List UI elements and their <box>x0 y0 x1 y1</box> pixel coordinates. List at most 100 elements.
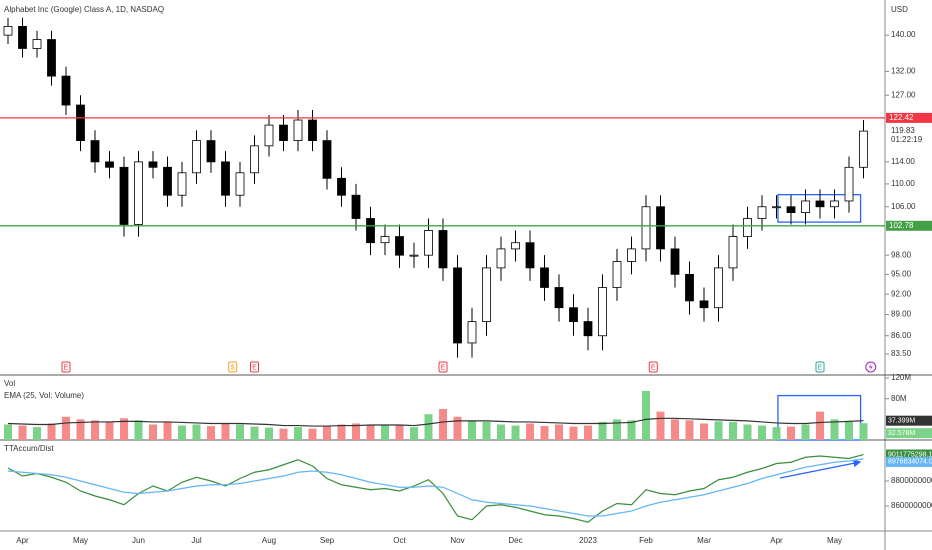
volume-bar <box>627 420 636 440</box>
volume-bar <box>366 424 375 440</box>
volume-bar <box>439 409 447 440</box>
candle-body <box>438 230 448 269</box>
candle-body <box>18 25 27 49</box>
volume-bar <box>250 426 259 440</box>
y-tick-label: 132.00 <box>891 67 916 76</box>
volume-bar <box>482 421 491 440</box>
candle-body <box>308 119 317 141</box>
volume-bar <box>613 419 621 440</box>
line-series <box>7 458 864 517</box>
volume-title: Vol <box>4 379 15 388</box>
volume-bar <box>323 425 331 440</box>
volume-bar <box>598 421 607 440</box>
candle-body <box>264 124 274 147</box>
event-marker <box>648 361 658 373</box>
candle-body <box>714 267 723 309</box>
candle-body <box>395 236 404 256</box>
candle-body <box>612 261 622 288</box>
volume-bar <box>540 426 549 440</box>
y-tick-label: 106.00 <box>891 202 916 211</box>
event-label: E <box>651 364 656 371</box>
volume-bar <box>395 424 404 440</box>
level-label: 102.78 <box>889 221 914 230</box>
candle-body <box>3 25 13 36</box>
y-tick-label: 110.00 <box>891 179 915 188</box>
last-value-label: 9011775298.10 <box>888 451 932 458</box>
y-tick-label: 86.00 <box>891 331 912 340</box>
candle-body <box>641 206 651 250</box>
volume-bar <box>163 422 172 440</box>
candle-body <box>105 161 114 168</box>
annotation-box <box>777 194 862 223</box>
volume-bar <box>381 425 389 440</box>
event-icon <box>868 363 873 371</box>
event-label: $ <box>231 364 235 371</box>
volume-bar <box>18 425 27 440</box>
y-tick-label: 8600000000.00 <box>891 501 932 510</box>
candle-body <box>583 321 593 337</box>
candle-body <box>554 287 564 309</box>
volume-bar <box>178 425 186 440</box>
volume-bar <box>91 420 99 440</box>
event-marker <box>228 361 238 373</box>
last-value-label: 8976834074.06 <box>888 459 932 466</box>
volume-bar <box>845 421 853 440</box>
y-tick-label: 80M <box>891 394 907 403</box>
volume-bar <box>743 424 752 440</box>
volume-bar <box>671 419 679 440</box>
x-tick-label: 2023 <box>579 536 597 545</box>
x-tick-label: Jul <box>191 536 201 545</box>
volume-bar <box>294 427 302 440</box>
last-price: 119.83 <box>891 126 915 135</box>
candle-body <box>163 166 172 196</box>
candle-body <box>380 236 390 244</box>
level-label: 122.42 <box>889 113 914 122</box>
candle-body <box>235 172 245 196</box>
candle-body <box>192 140 201 174</box>
y-tick-label: 8800000000.00 <box>891 476 932 485</box>
candle-body <box>728 236 738 269</box>
level-label-box <box>886 220 932 231</box>
volume-bar <box>265 427 273 440</box>
candle-body <box>279 124 288 141</box>
candle-body <box>772 206 781 209</box>
candle-body <box>119 166 129 225</box>
volume-bar <box>700 423 708 440</box>
candle-body <box>467 321 477 344</box>
candle-body <box>409 254 419 257</box>
volume-bar <box>410 427 418 440</box>
volume-bar <box>149 424 157 440</box>
volume-bar <box>714 421 723 440</box>
candle-body <box>424 230 433 256</box>
volume-bar <box>424 414 433 440</box>
candle-body <box>148 161 158 168</box>
y-tick-label: 120M <box>891 373 911 382</box>
x-tick-label: Sep <box>320 536 335 545</box>
x-tick-label: May <box>827 536 842 545</box>
candle-body <box>743 218 752 237</box>
candle-body <box>757 206 767 219</box>
y-tick-label: 140.00 <box>891 30 916 39</box>
volume-bar <box>105 421 114 440</box>
volume-bar <box>47 423 56 440</box>
chart-title: Alphabet Inc (Google) Class A, 1D, NASDA… <box>4 5 164 14</box>
trend-arrow <box>779 459 862 479</box>
candle-body <box>453 267 462 344</box>
candle-body <box>293 119 303 141</box>
y-tick-label: 92.00 <box>891 289 912 298</box>
last-value-box <box>886 449 932 460</box>
x-tick-label: Apr <box>770 536 783 545</box>
candle-body <box>366 218 375 244</box>
volume-bar <box>642 390 650 440</box>
volume-bar <box>236 424 244 440</box>
last-value-label: 37.399M <box>888 418 915 425</box>
level-label-box <box>886 112 932 123</box>
candle-body <box>598 287 607 337</box>
candle-body <box>32 39 42 49</box>
last-value-box <box>886 415 932 426</box>
last-value-box <box>886 428 932 439</box>
x-tick-label: Dec <box>508 536 522 545</box>
volume-bar <box>192 424 201 440</box>
event-marker <box>815 361 825 373</box>
candle-body <box>351 194 361 219</box>
